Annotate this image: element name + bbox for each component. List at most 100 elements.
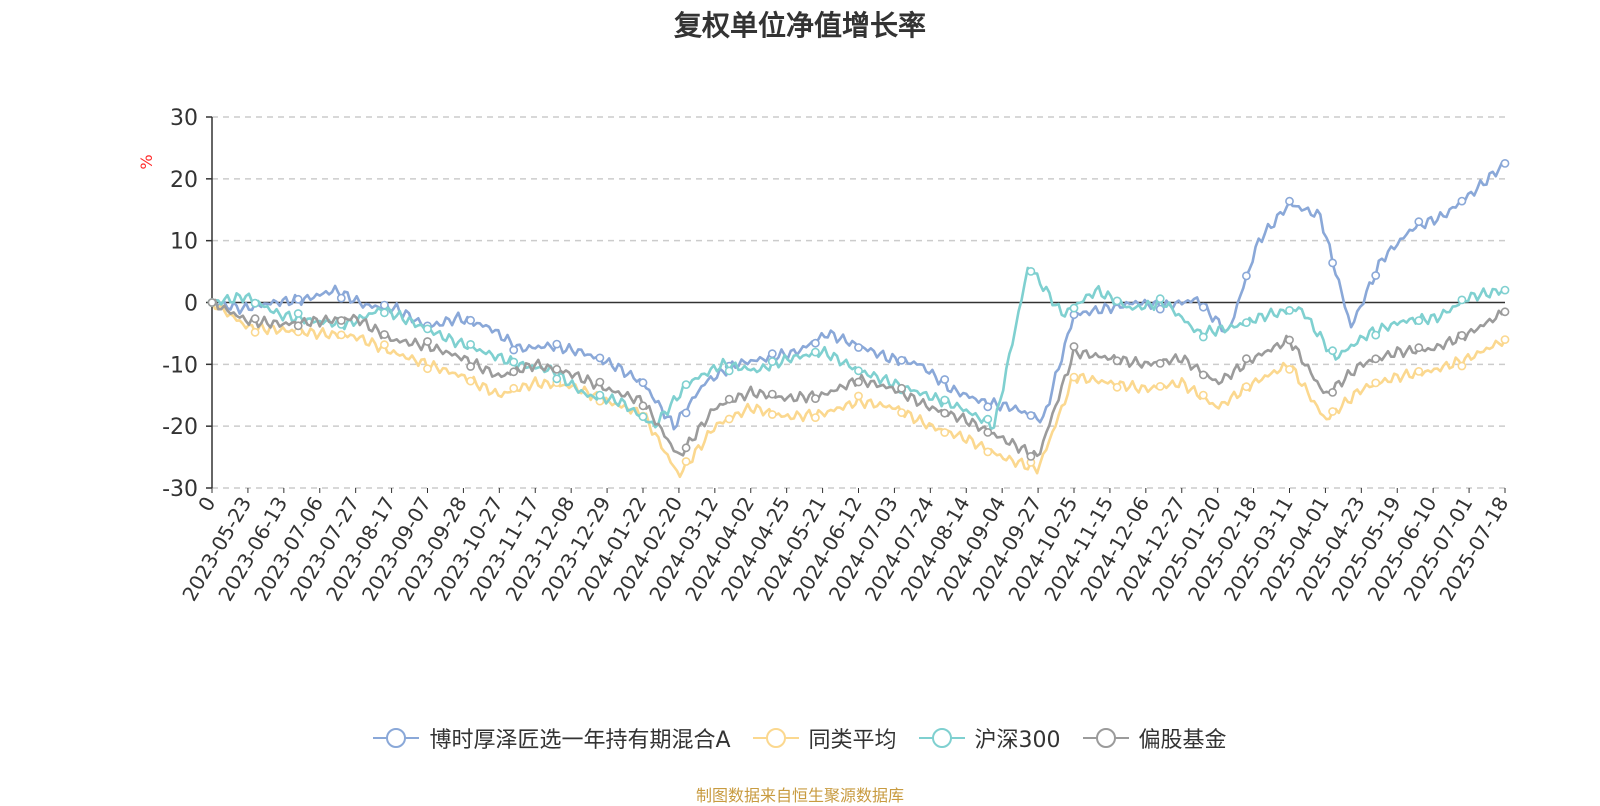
series-point — [293, 309, 303, 318]
series-point — [1414, 343, 1424, 353]
series-point — [940, 408, 950, 418]
legend-marker-icon — [918, 728, 965, 748]
series-point — [983, 427, 993, 437]
series-point — [1457, 361, 1467, 371]
series-point — [1198, 390, 1208, 400]
series-point — [897, 408, 906, 417]
series-point — [1371, 330, 1381, 340]
series-point — [1026, 266, 1036, 276]
series-point — [811, 347, 820, 357]
series-point — [466, 376, 475, 386]
series-point — [1069, 342, 1079, 351]
series-point — [854, 377, 863, 387]
series-point — [1285, 335, 1294, 345]
series-point — [509, 345, 519, 355]
series-point — [1155, 294, 1165, 304]
legend-label: 偏股基金 — [1138, 728, 1227, 753]
legend-item[interactable]: 同类平均 — [752, 722, 897, 754]
series-point — [1285, 305, 1294, 315]
series-point — [423, 324, 432, 334]
y-tick-label: 0 — [184, 292, 198, 317]
series-point — [466, 339, 475, 349]
series-point — [724, 414, 734, 424]
series-point — [1328, 387, 1337, 397]
series-line — [211, 161, 1506, 431]
series-point — [293, 294, 303, 304]
series-point — [811, 394, 820, 403]
series-point — [983, 447, 993, 457]
legend-marker-icon — [752, 728, 799, 748]
series-point — [1198, 302, 1208, 312]
series-point — [1242, 271, 1251, 281]
legend-marker-icon — [1082, 728, 1129, 748]
series-point — [1155, 304, 1165, 314]
series-point — [1155, 358, 1165, 368]
legend-item[interactable]: 沪深300 — [918, 722, 1061, 754]
series-point — [1285, 196, 1294, 206]
y-axis-label: % — [137, 154, 156, 169]
series-point — [854, 343, 863, 352]
series-point — [681, 408, 691, 418]
y-tick-label: 10 — [170, 230, 198, 255]
series-point — [1500, 285, 1510, 295]
legend-label: 沪深300 — [974, 728, 1061, 753]
series-point — [1371, 354, 1381, 364]
series-point — [767, 357, 777, 366]
series-point — [638, 378, 648, 388]
series-point — [379, 340, 389, 350]
series-point — [638, 401, 648, 411]
series-point — [379, 308, 389, 318]
series-point — [1198, 370, 1208, 380]
series-point — [940, 395, 950, 405]
series-point — [250, 327, 260, 337]
series-point — [1069, 372, 1079, 382]
series-point — [897, 355, 906, 365]
series-point — [1285, 364, 1294, 374]
series-point — [1242, 382, 1251, 392]
series-point — [1242, 354, 1251, 364]
series-point — [552, 374, 562, 384]
series-point — [767, 410, 777, 419]
series-point — [1414, 316, 1424, 325]
series-point — [897, 383, 906, 393]
series-point — [552, 339, 562, 349]
series-point — [595, 390, 605, 400]
series-point — [466, 315, 475, 325]
series-point — [983, 414, 993, 424]
series-point — [1242, 318, 1251, 327]
series-point — [724, 366, 734, 376]
series-point — [250, 298, 260, 308]
series-point — [681, 443, 691, 453]
series-point — [1026, 451, 1036, 461]
series-point — [336, 330, 346, 340]
series-point — [1112, 356, 1122, 366]
series-point — [681, 457, 691, 466]
series-point — [336, 293, 346, 303]
series-point — [595, 377, 605, 387]
series-point — [1069, 303, 1079, 313]
series-point — [1026, 411, 1036, 420]
series-lines — [207, 158, 1510, 479]
series-point — [940, 428, 950, 437]
series-point — [854, 391, 863, 401]
series-point — [767, 389, 777, 399]
series-point — [423, 337, 432, 346]
chart-title: 复权单位净值增长率 — [673, 9, 926, 42]
series-point — [724, 394, 734, 404]
series-point — [509, 383, 519, 393]
legend-label: 博时厚泽匠选一年持有期混合A — [429, 728, 731, 753]
legend: 博时厚泽匠选一年持有期混合A 同类平均 沪深300 偏股基金 — [0, 722, 1600, 754]
series-point — [1457, 196, 1467, 206]
series-point — [509, 357, 519, 367]
series-point — [379, 330, 389, 339]
series-point — [1414, 217, 1424, 227]
series-point — [681, 380, 691, 389]
y-tick-label: -20 — [162, 415, 198, 440]
series-point — [207, 298, 217, 307]
legend-item[interactable]: 博时厚泽匠选一年持有期混合A — [373, 722, 731, 754]
series-point — [250, 314, 260, 324]
series-point — [1414, 366, 1424, 376]
legend-item[interactable]: 偏股基金 — [1082, 722, 1227, 754]
series-point — [336, 316, 346, 325]
